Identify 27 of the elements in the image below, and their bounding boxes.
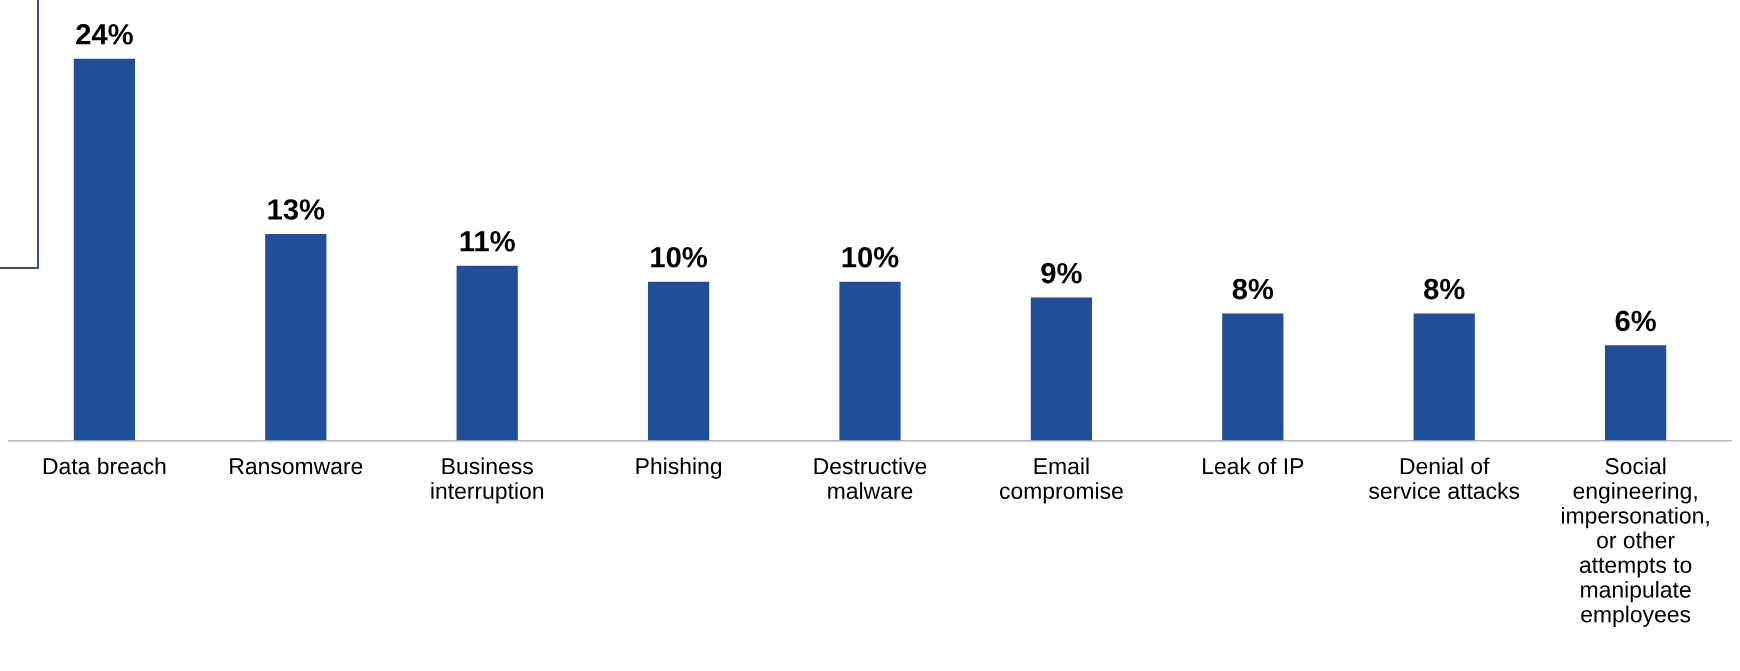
bar: [1030, 297, 1093, 441]
bar: [1413, 313, 1475, 441]
data-label: 8%: [1424, 278, 1465, 300]
bar: [839, 281, 901, 441]
data-label: 24%: [76, 24, 133, 45]
bar: [456, 265, 518, 441]
bar: [1604, 345, 1667, 441]
x-tick-label: Destructive malware: [814, 457, 927, 500]
x-tick-label: Ransomware: [230, 458, 363, 475]
bar: [73, 58, 136, 441]
data-label: 8%: [1232, 278, 1274, 300]
x-tick-label: Business interruption: [431, 457, 544, 504]
data-label: 10%: [842, 246, 899, 268]
data-label: 6%: [1615, 310, 1656, 332]
bar: [1222, 313, 1284, 441]
x-tick-label: Social engineering, impersonation, or other attempts to manipulate employees: [1561, 457, 1709, 627]
data-label: 9%: [1041, 262, 1082, 284]
data-label: 11%: [460, 231, 515, 252]
x-tick-label: Leak of IP: [1203, 457, 1304, 475]
x-tick-label: Phishing: [636, 457, 722, 479]
x-tick-label: Denial of service attacks: [1369, 457, 1520, 500]
bar: [265, 233, 327, 441]
bar: [647, 281, 710, 441]
data-label: 10%: [651, 246, 708, 268]
data-label: 13%: [268, 199, 325, 220]
x-tick-label: Data breach: [43, 457, 166, 475]
x-tick-label: Email compromise: [999, 457, 1123, 504]
